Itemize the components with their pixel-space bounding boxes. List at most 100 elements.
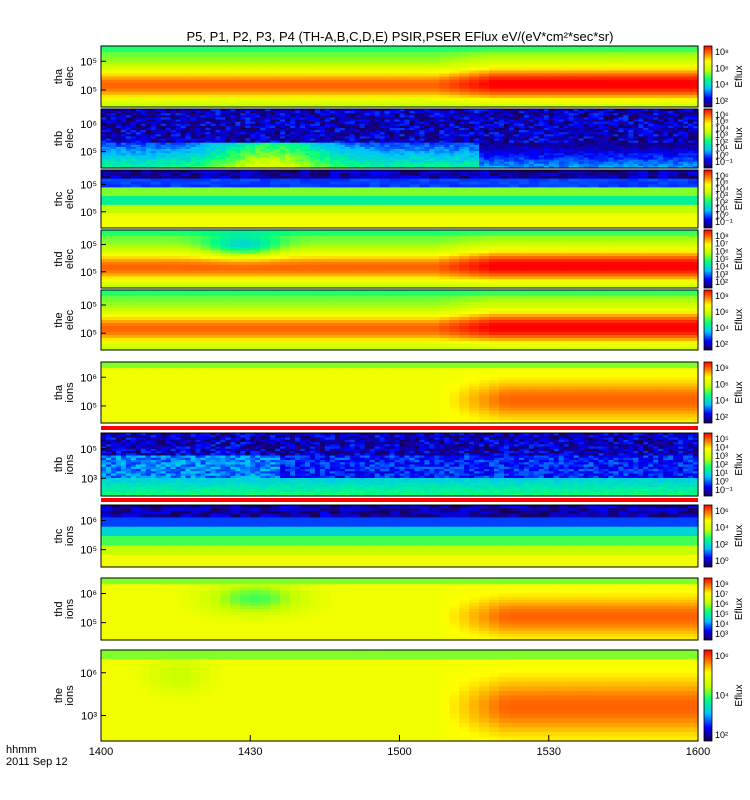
- colorbar-tick-label: 10⁶: [715, 506, 729, 516]
- colorbar-label: Eflux: [734, 309, 745, 331]
- y-tick-label: 10⁵: [80, 300, 97, 312]
- heatmap-cells: [101, 170, 699, 229]
- heatmap-cells: [101, 46, 699, 108]
- panel-frame: [100, 45, 699, 108]
- colorbar-tick-label: 10³: [715, 269, 728, 279]
- colorbar-tick-label: 10¹: [715, 144, 728, 154]
- colorbar-tick-label: 10⁰: [715, 210, 729, 220]
- colorbar-tick-label: 10²: [715, 412, 728, 422]
- x-tick-label: 1430: [238, 746, 262, 758]
- separator-bar: [101, 498, 698, 502]
- chart-title: P5, P1, P2, P3, P4 (TH-A,B,C,D,E) PSIR,P…: [187, 29, 614, 44]
- colorbar-tick-label: 10⁶: [715, 599, 729, 609]
- y-tick-label: 10⁵: [80, 240, 97, 252]
- colorbar: [703, 432, 713, 497]
- panel-tha-ions: 10⁶ 10⁵ thaions 10⁸ 10⁶ 10⁴ 10² Eflux: [53, 361, 745, 424]
- colorbar: [703, 45, 713, 108]
- colorbar-tick-label: 10³: [715, 130, 728, 140]
- colorbar-tick-label: 10⁸: [715, 47, 729, 57]
- panel-label: thcelec: [53, 188, 76, 209]
- colorbar-tick-label: 10⁰: [715, 150, 729, 160]
- panel-frame: [100, 577, 699, 641]
- colorbar-tick-label: 10²: [715, 197, 728, 207]
- panel-label: thbions: [53, 454, 76, 475]
- panel-frame: [100, 229, 699, 289]
- colorbar-tick-label: 10³: [715, 629, 728, 639]
- colorbar-tick-label: 10²: [715, 277, 728, 287]
- x-tick-label: 1530: [537, 746, 561, 758]
- y-tick-label: 10⁵: [80, 56, 97, 68]
- heatmap-cells: [101, 109, 699, 169]
- x-axis: 1400 1430 1500 1530 1600: [89, 735, 710, 758]
- panel-label: thdions: [53, 598, 76, 619]
- colorbar-tick-label: 10⁻¹: [715, 157, 733, 167]
- y-tick-label: 10⁵: [80, 267, 97, 279]
- colorbar-tick-label: 10⁴: [715, 80, 729, 90]
- panel-label: thbelec: [53, 128, 76, 149]
- colorbar-tick-label: 10¹: [715, 468, 728, 478]
- colorbar-tick-label: 10⁶: [715, 651, 729, 661]
- y-tick-label: 10³: [81, 473, 97, 485]
- panel-frame: [100, 289, 699, 351]
- heatmap-cells: [101, 230, 699, 289]
- y-tick-label: 10⁵: [80, 207, 97, 219]
- colorbar-label: Eflux: [734, 65, 745, 87]
- y-tick-label: 10⁵: [80, 401, 97, 413]
- colorbar-tick-label: 10⁰: [715, 477, 729, 487]
- colorbar-tick-label: 10⁸: [715, 291, 729, 301]
- colorbar: [703, 649, 713, 742]
- colorbar: [703, 229, 713, 289]
- date-label: 2011 Sep 12: [6, 756, 68, 768]
- colorbar-label: Eflux: [734, 598, 745, 620]
- colorbar-tick-label: 10²: [715, 730, 728, 740]
- colorbar-tick-label: 10⁶: [715, 63, 729, 73]
- colorbar-tick-label: 10⁻¹: [715, 217, 733, 227]
- colorbar-tick-label: 10⁶: [715, 246, 729, 256]
- colorbar: [703, 108, 713, 169]
- colorbar-tick-label: 10⁴: [715, 619, 729, 629]
- panel-tha-elec: 10⁵ 10⁵ thaelec 10⁸ 10⁶ 10⁴ 10² Eflux: [53, 45, 745, 108]
- colorbar-tick-label: 10⁴: [715, 184, 729, 194]
- colorbar-label: Eflux: [734, 453, 745, 475]
- heatmap-cells: [101, 362, 699, 424]
- colorbar-tick-label: 10⁸: [715, 231, 729, 241]
- colorbar-tick-label: 10⁶: [715, 379, 729, 389]
- panel-label: thcions: [53, 525, 76, 546]
- y-tick-label: 10⁵: [80, 618, 97, 630]
- colorbar-tick-label: 10⁷: [715, 589, 728, 599]
- colorbar-tick-label: 10⁴: [715, 323, 729, 333]
- heatmap-cells: [101, 290, 699, 351]
- panel-frame: [100, 108, 699, 169]
- y-tick-label: 10⁵: [80, 146, 97, 158]
- colorbar-tick-label: 10⁵: [715, 609, 729, 619]
- colorbar-tick-label: 10⁵: [715, 117, 729, 127]
- colorbar-tick-label: 10²: [715, 137, 728, 147]
- colorbar-label: Eflux: [734, 525, 745, 547]
- colorbar-tick-label: 10⁵: [715, 434, 729, 444]
- colorbar-tick-label: 10³: [715, 451, 728, 461]
- colorbar-tick-label: 10⁴: [715, 443, 729, 453]
- panel-label: thaions: [53, 382, 76, 403]
- panel-label: theions: [53, 685, 76, 706]
- panel-frame: [100, 504, 699, 568]
- colorbar-label: Eflux: [734, 684, 745, 706]
- y-tick-label: 10³: [81, 711, 97, 723]
- x-tick-label: 1600: [686, 746, 710, 758]
- colorbar: [703, 289, 713, 351]
- colorbar-label: Eflux: [734, 381, 745, 403]
- colorbar: [703, 361, 713, 424]
- colorbar-tick-label: 10⁻¹: [715, 485, 733, 495]
- y-tick-label: 10⁶: [80, 589, 97, 601]
- y-tick-label: 10⁵: [80, 85, 97, 97]
- panel-label: thaelec: [53, 66, 76, 87]
- time-label: hhmm: [6, 744, 37, 756]
- colorbar-tick-label: 10⁴: [715, 523, 729, 533]
- heatmap-cells: [101, 650, 699, 742]
- panel-label: theelec: [53, 309, 76, 330]
- panels-group: 10⁵10⁵thaelec10⁸10⁶10⁴10²Eflux10⁶10⁵thbe…: [53, 45, 745, 742]
- colorbar-tick-label: 10³: [715, 191, 728, 201]
- panel-thc-elec: 10⁵10⁵thcelec10⁶10⁵10⁴10³10²10¹10⁰10⁻¹Ef…: [53, 169, 745, 229]
- colorbar-tick-label: 10⁴: [715, 691, 729, 701]
